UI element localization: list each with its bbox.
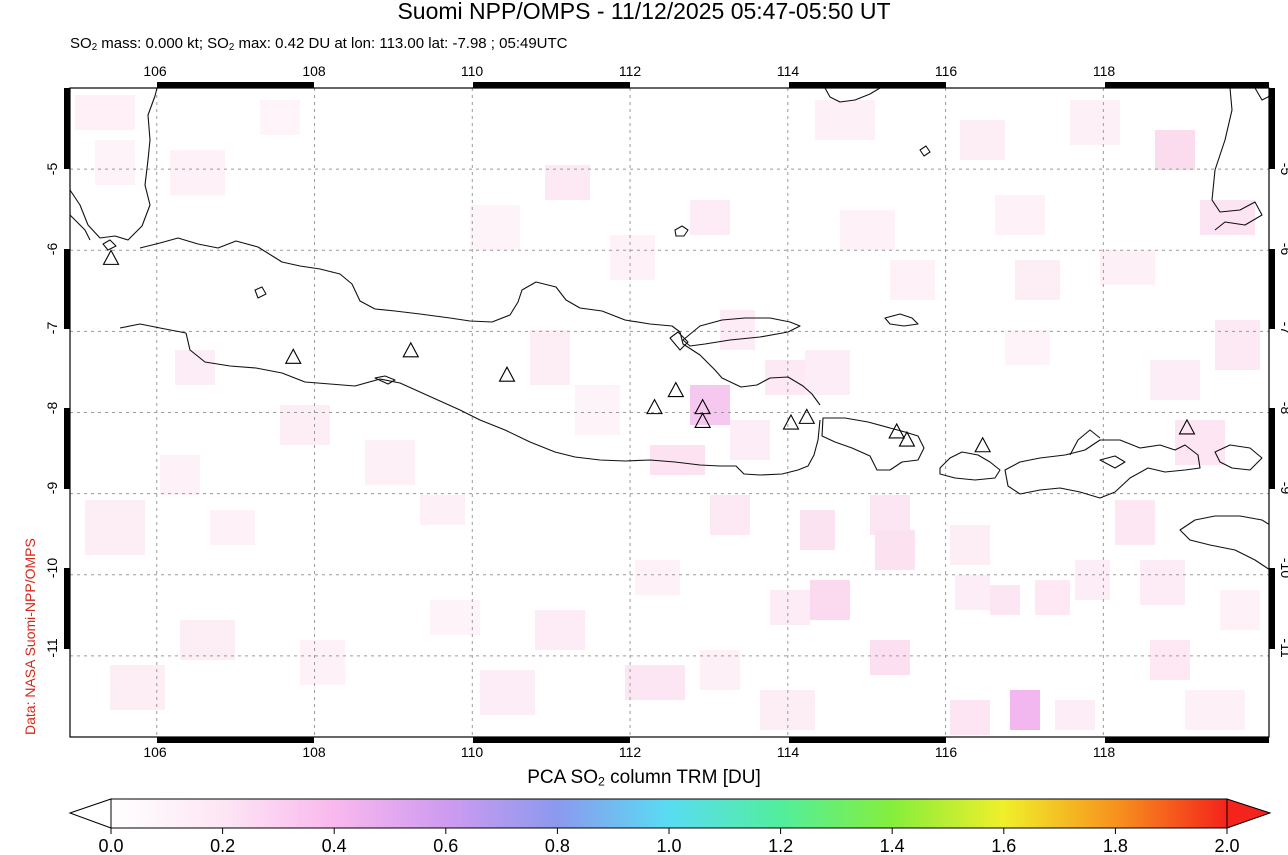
colorbar-ramp — [110, 798, 1228, 829]
volcano-icon — [798, 408, 816, 424]
volcano-icon — [646, 398, 663, 415]
lat-tick-label: -6 — [1278, 243, 1288, 256]
map-title: Suomi NPP/OMPS - 11/12/2025 05:47-05:50 … — [397, 0, 891, 24]
colorbar-tick-label: 1.6 — [991, 836, 1016, 855]
colorbar-tick-label: 1.8 — [1103, 836, 1128, 855]
lon-tick-label: 106 — [143, 63, 167, 79]
lat-ticks-left: -5 -6 -7 -8 -9 -10 -11 — [44, 163, 60, 658]
lat-tick-label: -10 — [1278, 558, 1288, 578]
lon-ticks-bottom: 106 108 110 112 114 116 118 — [143, 744, 1115, 760]
colorbar-low-arrow — [68, 798, 112, 829]
lon-tick-label: 108 — [302, 744, 326, 760]
lon-tick-label: 118 — [1093, 744, 1116, 760]
lon-tick-label: 110 — [461, 744, 484, 760]
map-frame — [69, 87, 1270, 738]
lat-tick-label: -5 — [44, 163, 60, 176]
volcano-icon — [402, 341, 420, 358]
lon-ticks-top: 106 108 110 112 114 116 118 — [143, 63, 1115, 79]
colorbar-tick-label: 2.0 — [1214, 836, 1239, 855]
colorbar-label: PCA SO2 column TRM [DU] — [527, 767, 761, 789]
colorbar-tick-label: 0.4 — [322, 836, 347, 855]
lon-tick-label: 116 — [935, 744, 958, 760]
map-subtitle: SO2 mass: 0.000 kt; SO2 max: 0.42 DU at … — [70, 35, 568, 53]
lon-tick-label: 116 — [935, 63, 958, 79]
lat-tick-label: -10 — [44, 558, 60, 578]
volcano-markers — [102, 249, 1196, 453]
volcano-icon — [974, 436, 992, 453]
lon-tick-label: 112 — [619, 63, 642, 79]
volcano-icon — [694, 412, 712, 428]
colorbar: 0.0 0.2 0.4 0.6 0.8 1.0 1.2 1.4 1.6 1.8 … — [68, 798, 1272, 855]
volcano-icon — [898, 430, 916, 447]
lon-tick-label: 112 — [619, 744, 642, 760]
graticule — [70, 88, 1269, 737]
lon-tick-label: 106 — [143, 744, 167, 760]
lat-tick-label: -7 — [44, 322, 60, 335]
colorbar-high-arrow — [1226, 798, 1272, 829]
lat-tick-label: -11 — [44, 638, 60, 657]
volcano-icon — [284, 348, 302, 364]
volcano-icon — [667, 381, 685, 398]
lon-tick-label: 118 — [1093, 63, 1116, 79]
colorbar-tick-label: 1.4 — [880, 836, 905, 855]
so2-pixels — [75, 95, 1260, 735]
colorbar-tick-label: 0.6 — [433, 836, 458, 855]
lat-tick-label: -9 — [44, 482, 60, 495]
lat-tick-label: -6 — [44, 243, 60, 256]
colorbar-tick-label: 0.8 — [545, 836, 570, 855]
colorbar-tick-label: 0.0 — [98, 836, 123, 855]
lat-tick-label: -8 — [44, 402, 60, 415]
colorbar-tick-label: 1.2 — [768, 836, 793, 855]
volcano-icon — [888, 422, 906, 439]
volcano-icon — [102, 249, 120, 265]
volcano-icon — [782, 413, 800, 430]
lat-ticks-right: -5 -6 -7 -8 -9 -10 -11 — [1278, 163, 1288, 658]
lon-tick-label: 108 — [302, 63, 326, 79]
volcano-icon — [1178, 418, 1196, 435]
lon-tick-label: 114 — [777, 744, 800, 760]
colorbar-tick-label: 0.2 — [210, 836, 235, 855]
colorbar-tick-label: 1.0 — [656, 836, 681, 855]
coastlines — [70, 88, 1269, 570]
lat-tick-label: -9 — [1278, 482, 1288, 495]
lon-tick-label: 114 — [777, 63, 800, 79]
lat-tick-label: -7 — [1278, 322, 1288, 335]
frame-bars — [64, 82, 1275, 743]
volcano-icon — [498, 366, 516, 382]
lat-tick-label: -11 — [1278, 638, 1288, 657]
lat-tick-label: -8 — [1278, 402, 1288, 415]
lon-tick-label: 110 — [461, 63, 484, 79]
lat-tick-label: -5 — [1278, 163, 1288, 176]
